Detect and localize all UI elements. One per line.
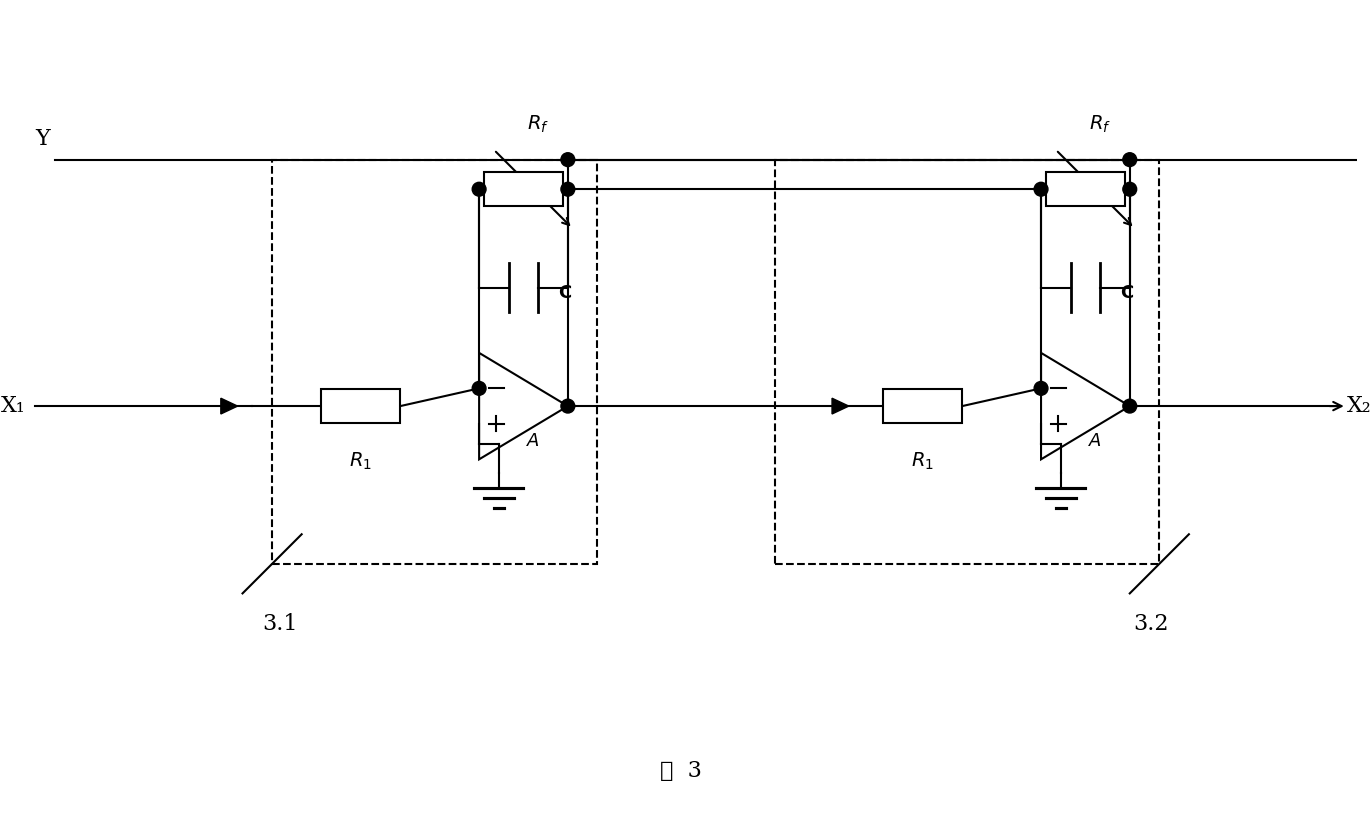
Text: $R_1$: $R_1$: [911, 450, 934, 472]
Text: $R_f$: $R_f$: [527, 114, 549, 135]
Text: $A$: $A$: [1088, 432, 1103, 449]
Text: $R_1$: $R_1$: [349, 450, 373, 472]
Text: 3.1: 3.1: [262, 613, 297, 635]
Circle shape: [560, 153, 575, 167]
Bar: [484, 172, 563, 206]
Bar: [322, 389, 400, 424]
Polygon shape: [832, 398, 849, 414]
Text: Y: Y: [36, 128, 51, 150]
Text: $R_f$: $R_f$: [1089, 114, 1111, 135]
Text: X₂: X₂: [1347, 395, 1370, 417]
Text: $\bf{C}$: $\bf{C}$: [1119, 283, 1134, 301]
Polygon shape: [221, 398, 237, 414]
Circle shape: [473, 382, 486, 396]
Circle shape: [473, 183, 486, 196]
Text: $A$: $A$: [526, 432, 540, 449]
Text: 图  3: 图 3: [660, 760, 703, 782]
Text: X₁: X₁: [1, 395, 26, 417]
Circle shape: [1123, 399, 1137, 413]
Circle shape: [1034, 382, 1048, 396]
Circle shape: [560, 399, 575, 413]
Circle shape: [560, 183, 575, 196]
Text: $\bf{C}$: $\bf{C}$: [558, 283, 573, 301]
Text: 3.2: 3.2: [1134, 613, 1169, 635]
Circle shape: [1034, 183, 1048, 196]
Circle shape: [1123, 153, 1137, 167]
Bar: [884, 389, 962, 424]
Bar: [1045, 172, 1125, 206]
Circle shape: [1123, 183, 1137, 196]
